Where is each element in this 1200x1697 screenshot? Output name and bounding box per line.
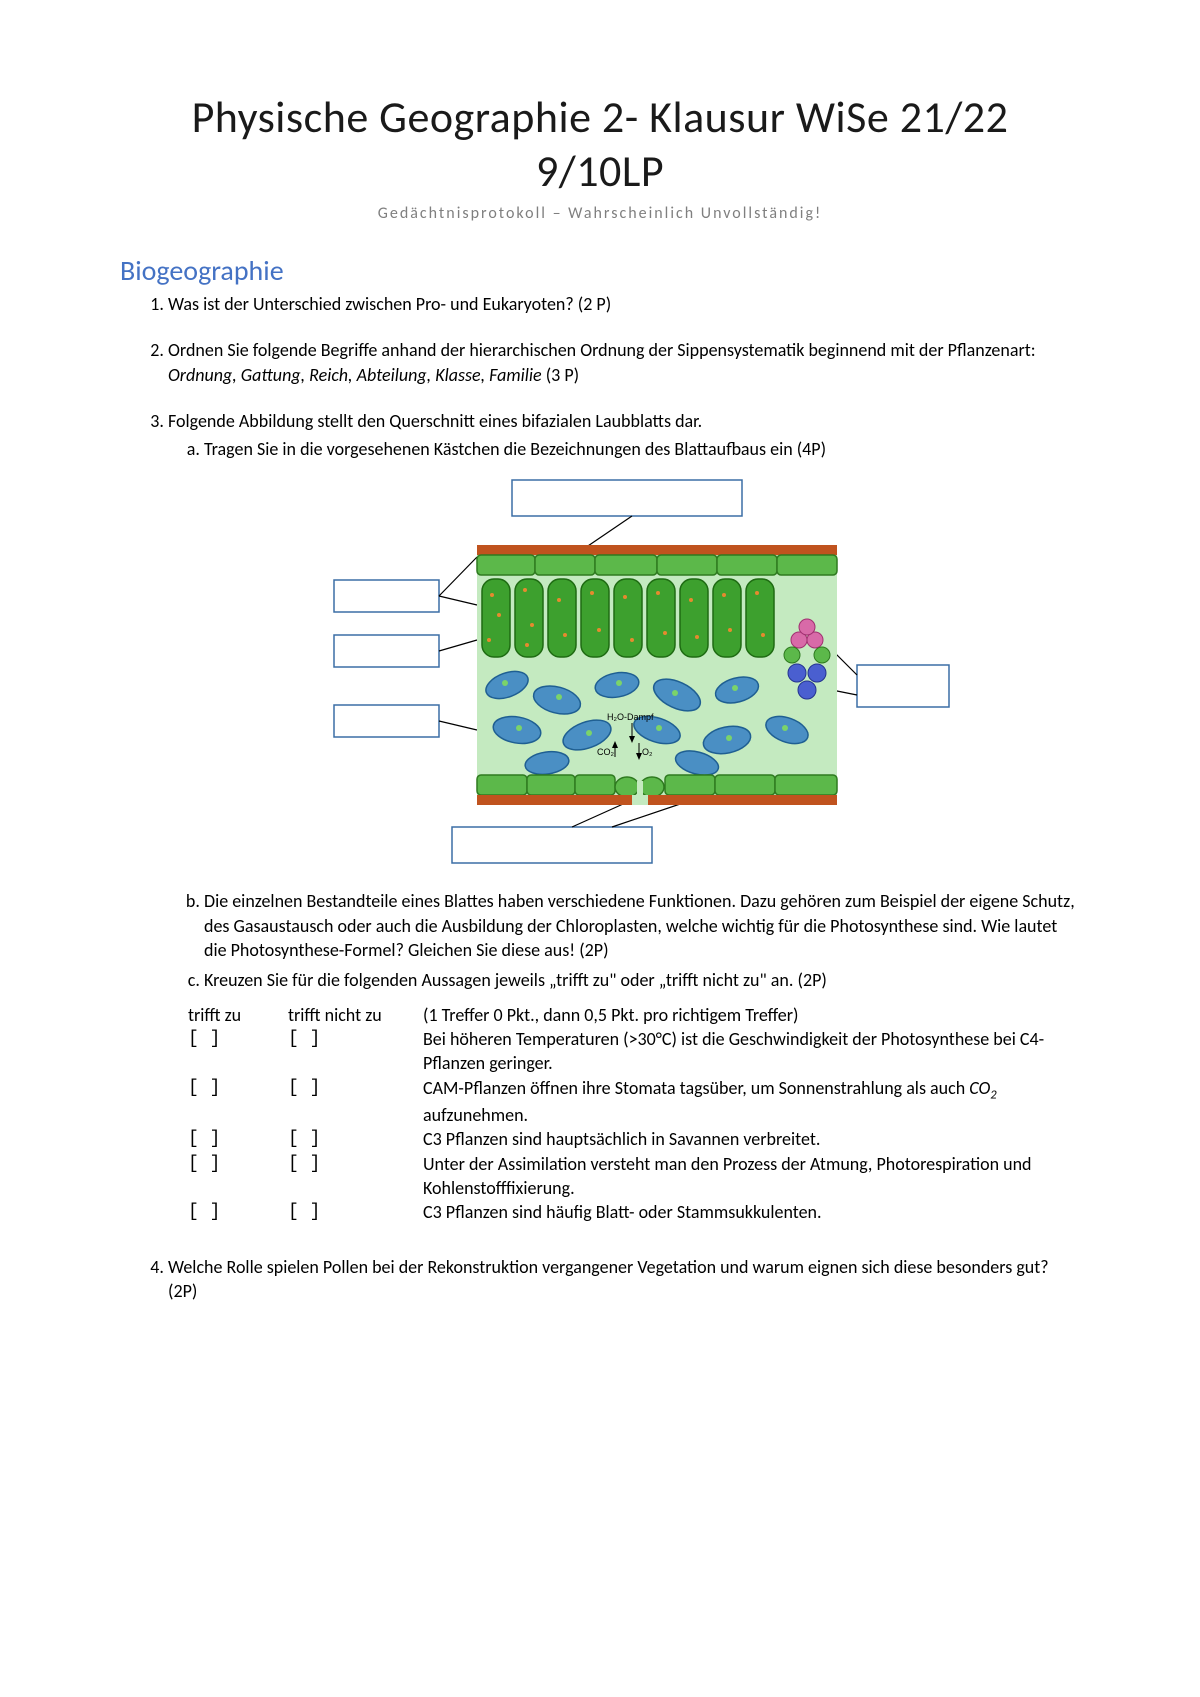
tf-statement-3: C3 Pflanzen sind hauptsächlich in Savann… — [423, 1127, 1080, 1151]
svg-text:H₂O-Dampf: H₂O-Dampf — [607, 712, 654, 722]
label-box-right[interactable] — [857, 665, 949, 707]
question-4: Welche Rolle spielen Pollen bei der Reko… — [168, 1255, 1080, 1304]
question-1-text: Was ist der Unterschied zwischen Pro- un… — [168, 293, 611, 315]
tf-box-4b[interactable]: [ ] — [288, 1152, 423, 1176]
section-heading: Biogeographie — [120, 253, 1080, 288]
question-3b-text: Die einzelnen Bestandteile eines Blattes… — [204, 890, 1075, 961]
question-3: Folgende Abbildung stellt den Querschnit… — [168, 409, 1080, 1225]
tf-header-1: trifft zu — [188, 1003, 288, 1027]
tf-statement-1: Bei höheren Temperaturen (>30°C) ist die… — [423, 1027, 1080, 1076]
co2-formula: CO2 — [969, 1077, 996, 1099]
tf-row-1: [ ] [ ] Bei höheren Temperaturen (>30°C)… — [188, 1027, 1080, 1076]
question-3c: Kreuzen Sie für die folgenden Aussagen j… — [204, 968, 1080, 992]
leaf-diagram: H₂O-Dampf CO₂ O₂ — [332, 475, 952, 875]
question-3c-text: Kreuzen Sie für die folgenden Aussagen j… — [204, 969, 827, 991]
question-3a-text: Tragen Sie in die vorgesehenen Kästchen … — [204, 438, 826, 460]
tf-statement-5: C3 Pflanzen sind häufig Blatt- oder Stam… — [423, 1200, 1080, 1224]
tf-box-1b[interactable]: [ ] — [288, 1027, 423, 1051]
question-3-sublist: Tragen Sie in die vorgesehenen Kästchen … — [168, 437, 1080, 992]
question-3-intro: Folgende Abbildung stellt den Querschnit… — [168, 410, 702, 432]
tf-box-3b[interactable]: [ ] — [288, 1127, 423, 1151]
tf-box-2a[interactable]: [ ] — [188, 1076, 288, 1100]
svg-text:O₂: O₂ — [642, 747, 653, 757]
tf-box-3a[interactable]: [ ] — [188, 1127, 288, 1151]
tf-box-1a[interactable]: [ ] — [188, 1027, 288, 1051]
tf-row-2: [ ] [ ] CAM-Pflanzen öffnen ihre Stomata… — [188, 1076, 1080, 1128]
page-title: Physische Geographie 2- Klausur WiSe 21/… — [120, 90, 1080, 198]
subtitle: Gedächtnisprotokoll – Wahrscheinlich Unv… — [120, 204, 1080, 223]
question-3b: Die einzelnen Bestandteile eines Blattes… — [204, 889, 1080, 962]
tf-box-5b[interactable]: [ ] — [288, 1200, 423, 1224]
label-box-bottom[interactable] — [452, 827, 652, 863]
question-4-text: Welche Rolle spielen Pollen bei der Reko… — [168, 1256, 1049, 1302]
question-2-text-c: (3 P) — [542, 364, 579, 386]
label-box-left-2[interactable] — [334, 635, 439, 667]
tf-scoring: (1 Treffer 0 Pkt., dann 0,5 Pkt. pro ric… — [423, 1003, 1080, 1027]
tf-box-2b[interactable]: [ ] — [288, 1076, 423, 1100]
true-false-table: trifft zu trifft nicht zu (1 Treffer 0 P… — [188, 1003, 1080, 1225]
tf-s2-a: CAM-Pflanzen öffnen ihre Stomata tagsübe… — [423, 1077, 969, 1099]
page: Physische Geographie 2- Klausur WiSe 21/… — [0, 0, 1200, 1697]
tf-row-5: [ ] [ ] C3 Pflanzen sind häufig Blatt- o… — [188, 1200, 1080, 1224]
tf-box-4a[interactable]: [ ] — [188, 1152, 288, 1176]
question-2: Ordnen Sie folgende Begriffe anhand der … — [168, 338, 1080, 387]
question-1: Was ist der Unterschied zwischen Pro- un… — [168, 292, 1080, 316]
tf-s2-b: aufzunehmen. — [423, 1104, 528, 1126]
question-list: Was ist der Unterschied zwischen Pro- un… — [120, 292, 1080, 1303]
question-2-text-a: Ordnen Sie folgende Begriffe anhand der … — [168, 339, 1036, 361]
leaf-cross-section-svg: H₂O-Dampf CO₂ O₂ — [332, 475, 952, 875]
label-box-top[interactable] — [512, 480, 742, 516]
tf-box-5a[interactable]: [ ] — [188, 1200, 288, 1224]
tf-statement-4: Unter der Assimilation versteht man den … — [423, 1152, 1080, 1201]
tf-row-3: [ ] [ ] C3 Pflanzen sind hauptsächlich i… — [188, 1127, 1080, 1151]
label-box-left-1[interactable] — [334, 580, 439, 612]
title-line-1: Physische Geographie 2- Klausur WiSe 21/… — [192, 90, 1009, 144]
svg-text:CO₂: CO₂ — [597, 747, 615, 757]
question-2-text-italic: Ordnung, Gattung, Reich, Abteilung, Klas… — [168, 364, 542, 386]
tf-row-4: [ ] [ ] Unter der Assimilation versteht … — [188, 1152, 1080, 1201]
tf-header-2: trifft nicht zu — [288, 1003, 423, 1027]
question-3a: Tragen Sie in die vorgesehenen Kästchen … — [204, 437, 1080, 875]
title-line-2: 9/10LP — [536, 144, 664, 198]
label-box-left-3[interactable] — [334, 705, 439, 737]
tf-statement-2: CAM-Pflanzen öffnen ihre Stomata tagsübe… — [423, 1076, 1080, 1128]
tf-header-row: trifft zu trifft nicht zu (1 Treffer 0 P… — [188, 1003, 1080, 1027]
